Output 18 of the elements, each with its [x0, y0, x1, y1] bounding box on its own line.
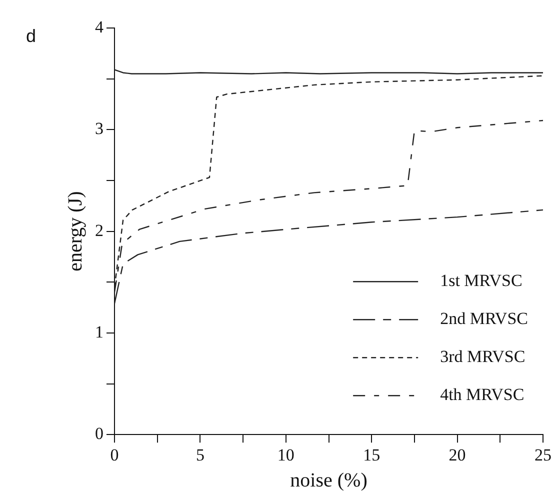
y-tick-label: 4 [95, 17, 104, 36]
x-axis-title: noise (%) [290, 469, 368, 492]
y-axis-title: energy (J) [64, 191, 86, 272]
legend-label: 1st MRVSC [440, 271, 522, 290]
x-tick-label: 20 [448, 445, 466, 464]
y-tick-label: 1 [95, 322, 104, 342]
legend-label: 3rd MRVSC [440, 347, 526, 366]
legend-label: 2nd MRVSC [440, 309, 528, 328]
y-tick-label: 0 [95, 424, 104, 444]
x-tick-label: 10 [277, 445, 294, 464]
y-tick-label: 3 [95, 119, 104, 138]
x-tick-label: 0 [110, 445, 119, 464]
x-tick-label: 15 [363, 445, 380, 464]
text: d [26, 26, 36, 46]
x-tick-label: 5 [196, 445, 204, 464]
y-tick-label: 2 [95, 220, 104, 240]
x-tick-label: 25 [534, 445, 552, 464]
legend-label: 4th MRVSC [440, 385, 524, 404]
